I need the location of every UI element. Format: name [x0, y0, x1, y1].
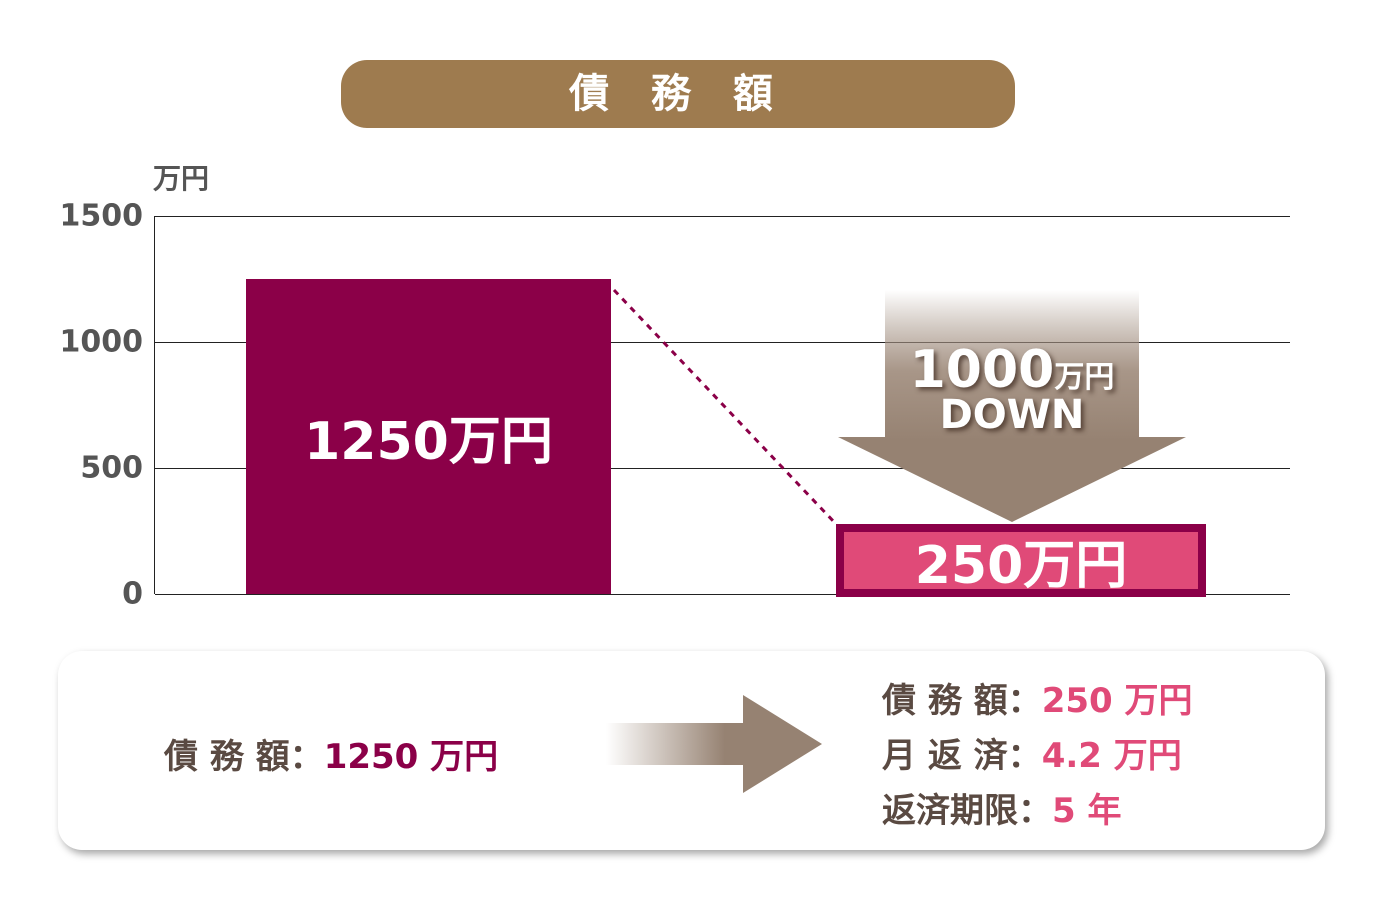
- gridline: [155, 468, 1290, 469]
- right-arrow-icon: [606, 695, 822, 793]
- summary-after-term: 返済期限：5 年: [882, 783, 1122, 832]
- bar-before: 1250万円: [246, 279, 611, 594]
- bar-after: 250万円: [836, 524, 1206, 597]
- summary-after-monthly: 月 返 済：4.2 万円: [882, 728, 1182, 777]
- gridline: [155, 342, 1290, 343]
- gridline: [155, 216, 1290, 217]
- before-label: 債 務 額：: [164, 737, 324, 777]
- down-unit: 万円: [1054, 360, 1115, 395]
- after-value: 4.2 万円: [1041, 736, 1182, 776]
- y-tick-label: 0: [122, 576, 143, 612]
- down-amount: 1000: [909, 340, 1055, 400]
- summary-card: 債 務 額：1250 万円 債 務 額：250 万円 月 返 済：4.2 万円 …: [58, 651, 1325, 850]
- y-axis-line: [154, 216, 155, 594]
- bar-data-label: 1250万円: [304, 412, 553, 472]
- y-tick-label: 1500: [59, 198, 144, 234]
- after-label: 債 務 額：: [882, 681, 1042, 721]
- chart-title: 債 務 額: [341, 60, 1015, 128]
- after-value: 250 万円: [1041, 681, 1193, 721]
- bar-data-label: 250万円: [914, 536, 1128, 596]
- before-value: 1250 万円: [323, 737, 499, 777]
- y-tick-label: 1000: [59, 324, 144, 360]
- summary-after-debt: 債 務 額：250 万円: [882, 673, 1193, 722]
- after-label: 返済期限：: [882, 791, 1052, 831]
- after-label: 月 返 済：: [882, 736, 1042, 776]
- summary-before: 債 務 額：1250 万円: [164, 729, 498, 778]
- down-annotation: 1000万円 DOWN: [885, 340, 1139, 438]
- y-axis-unit: 万円: [153, 162, 210, 195]
- x-axis-line: [155, 594, 1290, 595]
- down-arrow-icon: [838, 290, 1186, 522]
- down-word: DOWN: [939, 392, 1085, 438]
- y-tick-label: 500: [80, 450, 143, 486]
- connector-dotted-line: [612, 288, 838, 526]
- after-value: 5 年: [1052, 791, 1122, 831]
